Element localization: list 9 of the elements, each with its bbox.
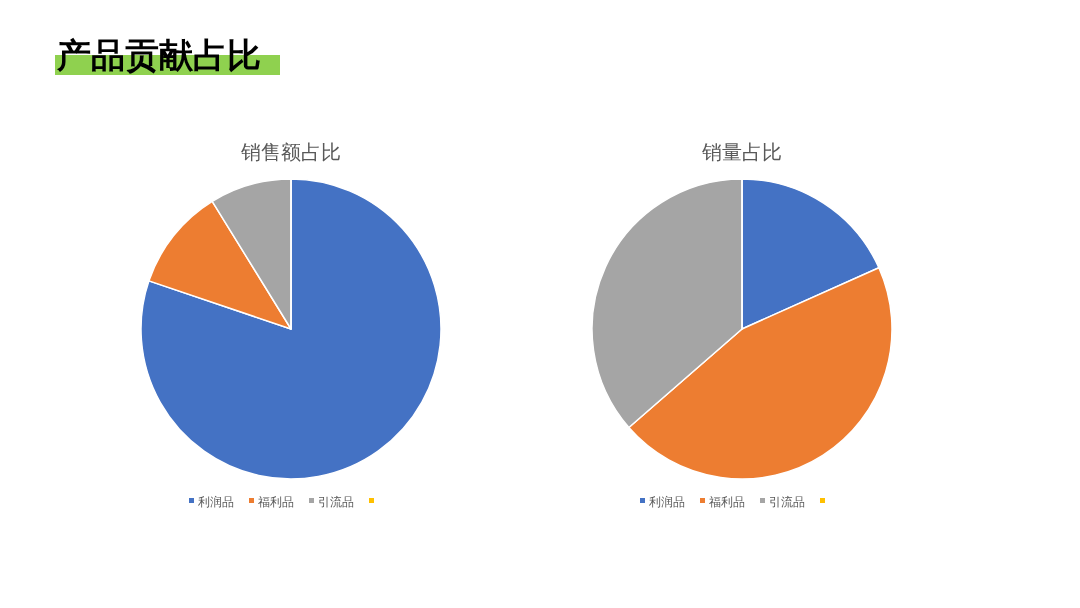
pie-slice: [140, 178, 442, 480]
chart-title: 销量占比: [701, 140, 782, 164]
legend-label: 福利品: [258, 494, 294, 509]
legend-label: 福利品: [709, 494, 745, 509]
legend-label: 引流品: [769, 494, 805, 509]
legend-label: 利润品: [198, 494, 234, 509]
legend-label: 利润品: [649, 494, 685, 509]
chart-title: 销售额占比: [240, 140, 341, 164]
legend-label: 引流品: [318, 494, 354, 509]
